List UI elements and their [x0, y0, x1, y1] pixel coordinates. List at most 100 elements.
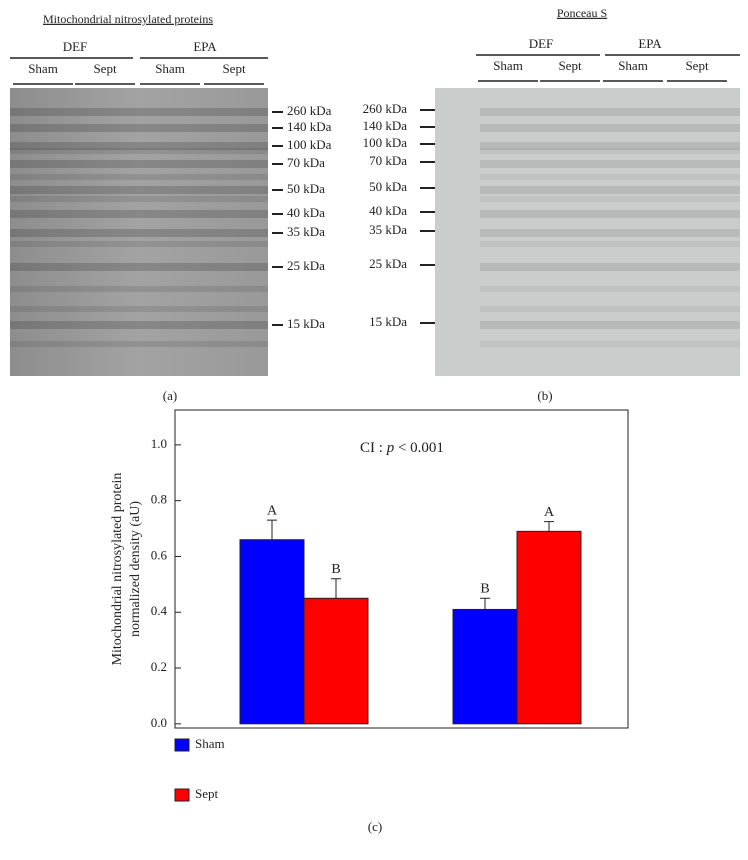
group-label: EPA — [193, 39, 217, 54]
blot-band — [480, 321, 740, 329]
blot-band — [480, 306, 740, 312]
significance-letter: B — [480, 582, 489, 597]
lane-label: Sham — [618, 58, 648, 73]
marker-label: 25 kDa — [287, 258, 325, 273]
group-label: DEF — [63, 39, 88, 54]
y-tick-label: 0.2 — [151, 659, 167, 674]
marker-label: 15 kDa — [369, 314, 407, 329]
panel-title: Ponceau S — [557, 6, 607, 20]
significance-letter: B — [331, 562, 340, 577]
plot-frame — [174, 409, 629, 729]
marker-label: 140 kDa — [363, 118, 408, 133]
lane-label: Sept — [558, 58, 582, 73]
blot-band — [10, 286, 268, 292]
blot-band — [10, 174, 268, 180]
blot-band — [10, 263, 268, 271]
legend-label: Sham — [195, 736, 225, 751]
lane-label: Sham — [28, 61, 58, 76]
blot-band — [10, 321, 268, 329]
marker-label: 260 kDa — [363, 101, 408, 116]
legend-label: Sept — [195, 786, 219, 801]
blot-band — [10, 108, 268, 116]
group-label: DEF — [529, 36, 554, 51]
blot-band — [10, 148, 268, 154]
blot-band — [10, 229, 268, 237]
marker-label: 100 kDa — [287, 137, 332, 152]
bar — [303, 597, 369, 725]
blot-band — [480, 108, 740, 116]
marker-label: 100 kDa — [363, 135, 408, 150]
blot-band — [480, 148, 740, 154]
blot-band — [480, 186, 740, 194]
legend-swatch — [174, 738, 190, 752]
blot-band — [480, 263, 740, 271]
legend-swatch — [174, 788, 190, 802]
marker-label: 35 kDa — [287, 224, 325, 239]
blot-band — [10, 210, 268, 218]
annotation-part: p — [386, 440, 395, 456]
error-bar — [480, 597, 490, 610]
blot-band — [10, 306, 268, 312]
y-axis-label-line: Mitochondrial nitrosylated protein — [110, 473, 125, 666]
blot-band — [10, 160, 268, 168]
bar — [452, 608, 518, 725]
marker-label: 35 kDa — [369, 222, 407, 237]
significance-letter: A — [267, 503, 278, 518]
marker-label: 40 kDa — [287, 205, 325, 220]
blot-band — [480, 241, 740, 247]
y-tick-label: 0.6 — [151, 547, 168, 562]
y-axis-label: Mitochondrial nitrosylated protein normal… — [110, 473, 143, 666]
blot-band — [480, 124, 740, 132]
y-tick-label: 0.0 — [151, 715, 167, 730]
blot-band — [480, 341, 740, 347]
blot-band — [480, 174, 740, 180]
blot-band — [10, 142, 268, 150]
lane-label: Sept — [93, 61, 117, 76]
blot-band — [10, 196, 268, 202]
panel-label: (a) — [163, 388, 177, 403]
panel-label: (c) — [368, 819, 382, 834]
y-tick-label: 1.0 — [151, 436, 167, 451]
y-tick-label: 0.4 — [151, 603, 168, 618]
annotation-part: CI : — [360, 440, 387, 456]
lane-label: Sham — [155, 61, 185, 76]
marker-label: 50 kDa — [369, 179, 407, 194]
error-bar — [544, 521, 554, 532]
significance-letter: A — [544, 505, 555, 520]
panel-title: Mitochondrial nitrosylated proteins — [43, 12, 213, 26]
blot-band — [10, 186, 268, 194]
lane-label: Sham — [493, 58, 523, 73]
bar — [516, 530, 582, 725]
annotation-part: < 0.001 — [394, 440, 444, 456]
marker-label: 260 kDa — [287, 103, 332, 118]
blot-band — [480, 196, 740, 202]
y-tick-label: 0.8 — [151, 492, 167, 507]
marker-label: 50 kDa — [287, 181, 325, 196]
error-bar — [267, 519, 277, 540]
marker-label: 15 kDa — [287, 316, 325, 331]
lane-label: Sept — [685, 58, 709, 73]
marker-label: 70 kDa — [287, 155, 325, 170]
blot-band — [10, 341, 268, 347]
marker-label: 25 kDa — [369, 256, 407, 271]
blot-band — [480, 160, 740, 168]
blot-image — [10, 88, 268, 376]
bar — [239, 539, 305, 725]
blot-band — [480, 210, 740, 218]
marker-label: 40 kDa — [369, 203, 407, 218]
blot-band — [480, 286, 740, 292]
marker-label: 140 kDa — [287, 119, 332, 134]
group-label: EPA — [638, 36, 662, 51]
lane-label: Sept — [222, 61, 246, 76]
y-axis-label-line: normalized density (aU) — [128, 501, 143, 637]
blot-image — [435, 88, 740, 376]
marker-label: 70 kDa — [369, 153, 407, 168]
error-bar — [331, 578, 341, 599]
blot-band — [480, 142, 740, 150]
blot-band — [10, 124, 268, 132]
blot-band — [10, 241, 268, 247]
panel-label: (b) — [537, 388, 552, 403]
annotation: CI : p < 0.001 — [360, 440, 444, 456]
blot-band — [480, 229, 740, 237]
